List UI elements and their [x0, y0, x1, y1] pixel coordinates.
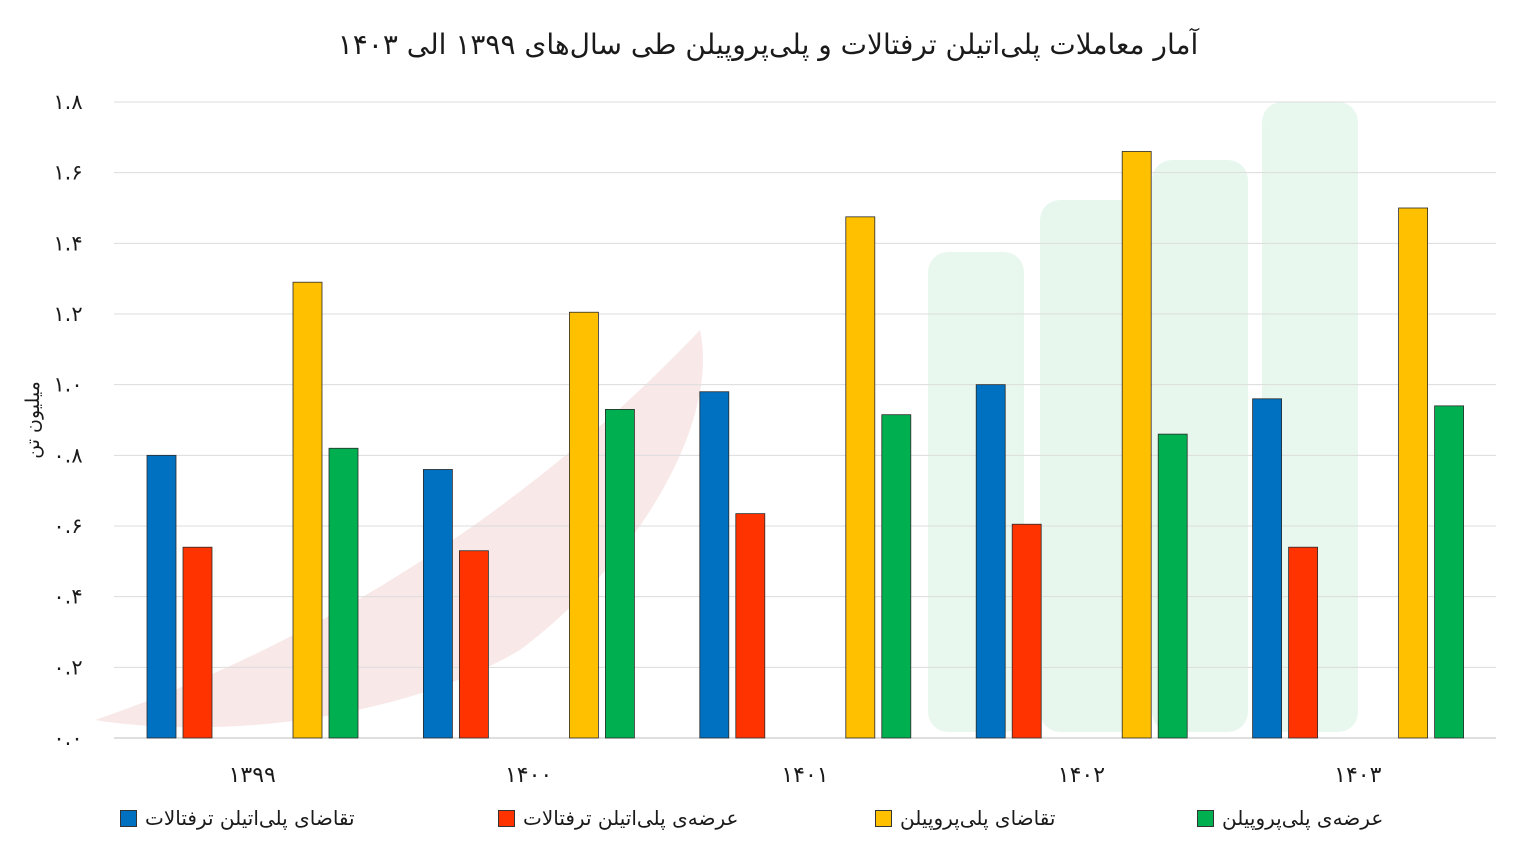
legend-item: عرضه‌ی پلی‌پروپیلن [1197, 806, 1383, 830]
bar [1011, 523, 1042, 739]
y-tick-label: ۱.۰ [53, 373, 82, 397]
x-tick-label: ۱۴۰۱ [781, 763, 828, 788]
bar [569, 311, 599, 739]
legend-item: تقاضای پلی‌اتیلن ترفتالات [120, 806, 355, 830]
bar [605, 408, 635, 739]
bar [1398, 207, 1428, 739]
legend-label: عرضه‌ی پلی‌اتیلن ترفتالات [523, 806, 739, 830]
watermark-bar [1040, 200, 1138, 732]
y-tick-label: ۰.۰ [53, 726, 82, 750]
y-tick-label: ۰.۶ [53, 514, 82, 538]
bar [845, 216, 876, 739]
x-tick-label: ۱۴۰۳ [1334, 763, 1381, 788]
y-tick-label: ۱.۲ [53, 302, 82, 326]
y-tick-label: ۰.۲ [53, 655, 82, 679]
legend-label: عرضه‌ی پلی‌پروپیلن [1222, 806, 1384, 830]
bar [146, 454, 177, 739]
legend-item: تقاضای پلی‌پروپیلن [875, 806, 1055, 830]
bar [328, 447, 359, 739]
x-axis-ticks: ۱۳۹۹ ۱۴۰۰ ۱۴۰۱ ۱۴۰۲ ۱۴۰۳ [229, 763, 1382, 788]
legend-swatch [875, 809, 892, 827]
legend-item: عرضه‌ی پلی‌اتیلن ترفتالات [498, 806, 738, 830]
legend: تقاضای پلی‌اتیلن ترفتالات عرضه‌ی پلی‌اتی… [0, 806, 1536, 840]
x-tick-label: ۱۳۹۹ [229, 763, 276, 788]
bar [182, 546, 213, 739]
y-tick-label: ۱.۶ [53, 161, 82, 185]
legend-swatch [1197, 809, 1214, 827]
y-axis-ticks: ۰.۰ ۰.۲ ۰.۴ ۰.۶ ۰.۸ ۱.۰ ۱.۲ ۱.۴ ۱.۶ ۱.۸ [53, 90, 82, 750]
bar [1434, 405, 1464, 739]
bar [1157, 433, 1188, 739]
bar [458, 550, 489, 739]
legend-swatch [498, 809, 515, 827]
bars [146, 151, 1464, 739]
legend-label: تقاضای پلی‌پروپیلن [900, 806, 1056, 830]
chart-title: آمار معاملات پلی‌اتیلن ترفتالات و پلی‌پر… [337, 28, 1199, 61]
bar [881, 414, 912, 739]
legend-swatch [120, 809, 137, 827]
bar [735, 513, 766, 739]
bar [1252, 398, 1282, 739]
bar [422, 469, 453, 739]
x-tick-label: ۱۴۰۲ [1058, 763, 1105, 788]
y-tick-label: ۰.۴ [53, 585, 82, 609]
y-tick-label: ۰.۸ [53, 443, 82, 467]
bar [1288, 546, 1318, 739]
y-tick-label: ۱.۸ [53, 90, 82, 114]
bar [975, 384, 1006, 739]
bar [292, 281, 323, 739]
watermark-bar [1262, 102, 1358, 732]
legend-label: تقاضای پلی‌اتیلن ترفتالات [145, 806, 355, 830]
x-tick-label: ۱۴۰۰ [505, 763, 552, 788]
bar [1121, 151, 1152, 739]
bar [699, 391, 730, 739]
y-tick-label: ۱.۴ [53, 231, 82, 255]
